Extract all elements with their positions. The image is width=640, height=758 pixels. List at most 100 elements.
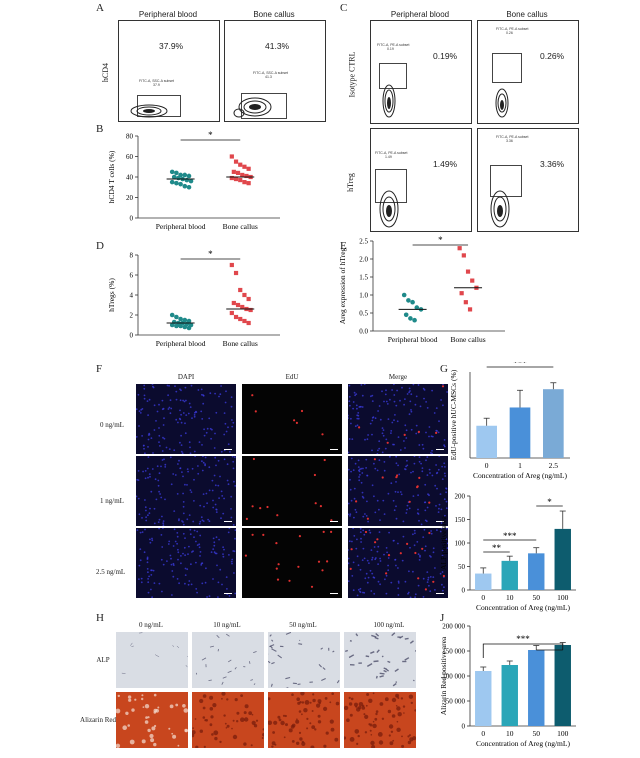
data-point-callus xyxy=(238,178,242,182)
y-tick-label: 60 xyxy=(126,153,134,161)
bar xyxy=(510,407,531,458)
scale-bar xyxy=(224,449,232,451)
data-point-callus xyxy=(234,271,238,275)
data-point-peripheral xyxy=(183,325,188,330)
bar xyxy=(502,561,518,590)
micrograph-nuclei xyxy=(348,384,448,454)
micrograph-nuclei xyxy=(242,528,342,598)
data-point-callus xyxy=(462,253,466,257)
y-tick-label: 4 xyxy=(130,292,134,300)
flow-c-title-1: Peripheral blood xyxy=(370,10,470,19)
micrograph-merge-row2 xyxy=(348,528,448,598)
x-axis-label: Concentration of Areg (ng/mL) xyxy=(476,603,570,612)
data-point-peripheral xyxy=(170,313,175,318)
data-point-peripheral xyxy=(187,174,192,179)
alizarin-stain-2 xyxy=(268,692,340,748)
data-point-peripheral xyxy=(174,171,179,176)
data-point-callus xyxy=(236,171,240,175)
data-point-callus xyxy=(464,300,468,304)
data-point-peripheral xyxy=(174,181,179,186)
bar xyxy=(555,529,571,590)
micrograph-nuclei xyxy=(136,456,236,526)
stain-texture xyxy=(344,632,416,688)
data-point-callus xyxy=(234,315,238,319)
y-tick-label: 0 xyxy=(130,332,134,340)
h-col-3: 100 ng/mL xyxy=(344,621,434,629)
stain-texture xyxy=(116,632,188,688)
panel-a: Peripheral blood Bone callus hCD4 37.9% … xyxy=(106,10,336,122)
data-point-callus xyxy=(470,279,474,283)
data-point-callus xyxy=(468,307,472,311)
data-point-callus xyxy=(242,165,246,169)
flow-c1-contours xyxy=(371,21,471,123)
f-row-1: 1 ng/mL xyxy=(100,497,124,505)
flow-plot-a2: 41.3% FITC-A, SSC-A subset 41.3 xyxy=(224,20,326,122)
panel-f: DAPI EdU Merge 0 ng/mL 1 ng/mL 2.5 ng/mL xyxy=(100,370,442,610)
x-tick-label: 0 xyxy=(481,593,485,602)
h-col-0: 0 ng/mL xyxy=(116,621,186,629)
bar xyxy=(528,553,544,590)
y-tick-label: 8 xyxy=(130,252,134,260)
y-tick-label: 50 xyxy=(458,563,466,571)
f-row-0: 0 ng/mL xyxy=(100,421,124,429)
significance-label: ** xyxy=(492,543,502,553)
data-point-callus xyxy=(234,160,238,164)
data-point-peripheral xyxy=(170,170,175,175)
y-axis-label: hTregs (%) xyxy=(107,278,116,312)
panel-h: 0 ng/mL 10 ng/mL 50 ng/mL 100 ng/mL ALP … xyxy=(100,618,440,758)
data-point-callus xyxy=(242,319,246,323)
micrograph-nuclei xyxy=(348,528,448,598)
x-category-label: Bone callus xyxy=(223,339,258,348)
data-point-callus xyxy=(230,263,234,267)
significance-label: *** xyxy=(513,362,527,368)
micrograph-nuclei xyxy=(242,384,342,454)
x-tick-label: 50 xyxy=(533,729,541,738)
y-axis-label: Alizarin Red positive area xyxy=(440,636,448,715)
significance-bracket xyxy=(483,644,563,658)
h-row-alp: ALP xyxy=(88,656,118,664)
data-point-callus xyxy=(232,301,236,305)
alp-stain-3 xyxy=(344,632,416,688)
x-tick-label: 100 xyxy=(557,729,569,738)
f-col-merge: Merge xyxy=(348,373,448,381)
y-tick-label: 0 xyxy=(462,723,466,731)
x-category-label: Peripheral blood xyxy=(156,222,206,231)
data-point-peripheral xyxy=(178,182,183,187)
x-axis-label: Concentration of Areg (ng/mL) xyxy=(476,739,570,748)
y-tick-label: 0 xyxy=(130,215,134,223)
bar xyxy=(476,426,497,458)
y-axis-label: EdU-positive hUC-MSCs (%) xyxy=(449,369,458,460)
y-tick-label: 2.0 xyxy=(359,256,368,264)
flow-c-row2-label: hTreg xyxy=(346,173,355,192)
micrograph-nuclei xyxy=(136,384,236,454)
data-point-peripheral xyxy=(404,313,409,318)
data-point-peripheral xyxy=(185,178,190,183)
data-point-callus xyxy=(232,170,236,174)
micrograph-edu-row0 xyxy=(242,384,342,454)
x-category-label: Peripheral blood xyxy=(156,339,206,348)
y-axis-label: Areg expression of hTreg xyxy=(338,247,347,324)
data-point-callus xyxy=(242,180,246,184)
scale-bar xyxy=(224,521,232,523)
micrograph-edu-row2 xyxy=(242,528,342,598)
x-tick-label: 10 xyxy=(506,729,514,738)
data-point-callus xyxy=(238,288,242,292)
data-point-peripheral xyxy=(402,293,407,298)
data-point-peripheral xyxy=(187,326,192,331)
stain-texture xyxy=(192,692,264,748)
flow-a-title-1: Peripheral blood xyxy=(118,10,218,19)
y-tick-label: 200 xyxy=(455,493,466,501)
data-point-callus xyxy=(236,303,240,307)
x-tick-label: 50 xyxy=(533,593,541,602)
data-point-callus xyxy=(460,291,464,295)
h-col-2: 50 ng/mL xyxy=(268,621,338,629)
bar xyxy=(528,650,544,726)
x-tick-label: 0 xyxy=(485,461,489,470)
data-point-peripheral xyxy=(406,298,411,303)
x-category-label: Bone callus xyxy=(223,222,258,231)
data-point-callus xyxy=(247,181,251,185)
